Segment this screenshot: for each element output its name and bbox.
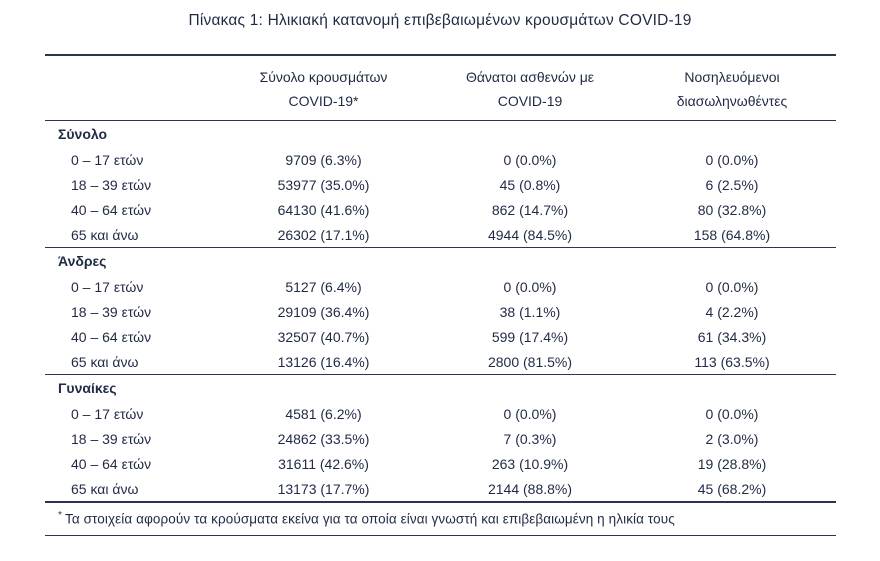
- value-cell: 5127 (6.4%): [285, 279, 362, 295]
- section-row-women: Γυναίκες: [45, 374, 836, 402]
- value-cell: 4 (2.2%): [705, 304, 759, 320]
- value-cell: 24862 (33.5%): [277, 431, 370, 447]
- footnote-text: Τα στοιχεία αφορούν τα κρούσματα εκείνα …: [65, 511, 675, 526]
- age-group-label: 0 – 17 ετών: [71, 279, 144, 295]
- column-header-line: διασωληνωθέντες: [676, 93, 788, 109]
- value-cell: 31611 (42.6%): [278, 456, 369, 472]
- covid-age-distribution-table: Σύνολο κρουσμάτων COVID-19* Θάνατοι ασθε…: [45, 54, 836, 503]
- column-header-line: COVID-19: [497, 93, 563, 109]
- value-cell: 29109 (36.4%): [277, 304, 370, 320]
- table-row: 40 – 64 ετών 31611 (42.6%) 263 (10.9%) 1…: [45, 452, 836, 477]
- column-header-line: Σύνολο κρουσμάτων: [259, 69, 388, 85]
- empty-corner-cell: [45, 55, 215, 121]
- section-label: Άνδρες: [58, 253, 107, 270]
- value-cell: 13173 (17.7%): [277, 480, 370, 497]
- table-row: 18 – 39 ετών 53977 (35.0%) 45 (0.8%) 6 (…: [45, 173, 836, 198]
- age-group-label: 65 και άνω: [71, 353, 139, 370]
- value-cell: 80 (32.8%): [697, 202, 767, 218]
- value-cell: 53977 (35.0%): [277, 177, 370, 193]
- table-row: 18 – 39 ετών 29109 (36.4%) 38 (1.1%) 4 (…: [45, 300, 836, 325]
- table-row: 65 και άνω 26302 (17.1%) 4944 (84.5%) 15…: [45, 223, 836, 248]
- value-cell: 2144 (88.8%): [487, 480, 573, 497]
- value-cell: 32507 (40.7%): [277, 329, 370, 345]
- value-cell: 7 (0.3%): [503, 431, 557, 447]
- age-group-label: 40 – 64 ετών: [71, 456, 152, 472]
- value-cell: 2 (3.0%): [705, 431, 759, 447]
- table-row: 18 – 39 ετών 24862 (33.5%) 7 (0.3%) 2 (3…: [45, 427, 836, 452]
- table-row: 0 – 17 ετών 4581 (6.2%) 0 (0.0%) 0 (0.0%…: [45, 402, 836, 427]
- table-title: Πίνακας 1: Ηλικιακή κατανομή επιβεβαιωμέ…: [188, 12, 692, 29]
- value-cell: 113 (63.5%): [694, 353, 770, 370]
- column-header-deaths: Θάνατοι ασθενών με COVID-19: [432, 55, 628, 121]
- section-label: Σύνολο: [58, 126, 108, 143]
- section-row-men: Άνδρες: [45, 247, 836, 275]
- age-group-label: 40 – 64 ετών: [71, 202, 152, 218]
- value-cell: 263 (10.9%): [491, 456, 569, 472]
- age-group-label: 18 – 39 ετών: [71, 304, 152, 320]
- header-row: Σύνολο κρουσμάτων COVID-19* Θάνατοι ασθε…: [45, 55, 836, 121]
- value-cell: 4581 (6.2%): [285, 406, 362, 422]
- table-body: Σύνολο 0 – 17 ετών 9709 (6.3%) 0 (0.0%) …: [45, 121, 836, 502]
- value-cell: 9709 (6.3%): [285, 152, 362, 168]
- column-header-total-cases: Σύνολο κρουσμάτων COVID-19*: [215, 55, 432, 121]
- value-cell: 0 (0.0%): [705, 406, 759, 422]
- value-cell: 61 (34.3%): [697, 329, 767, 345]
- value-cell: 0 (0.0%): [503, 152, 557, 168]
- value-cell: 4944 (84.5%): [487, 226, 573, 243]
- value-cell: 6 (2.5%): [705, 177, 759, 193]
- table-row: 40 – 64 ετών 32507 (40.7%) 599 (17.4%) 6…: [45, 325, 836, 350]
- value-cell: 45 (0.8%): [499, 177, 561, 193]
- column-header-intubated: Νοσηλευόμενοι διασωληνωθέντες: [628, 55, 836, 121]
- value-cell: 0 (0.0%): [705, 279, 759, 295]
- value-cell: 26302 (17.1%): [277, 226, 370, 243]
- value-cell: 158 (64.8%): [693, 226, 771, 243]
- age-group-label: 0 – 17 ετών: [71, 152, 144, 168]
- age-group-label: 65 και άνω: [71, 226, 139, 243]
- value-cell: 2800 (81.5%): [487, 353, 573, 370]
- table-row: 65 και άνω 13126 (16.4%) 2800 (81.5%) 11…: [45, 350, 836, 375]
- table-row: 40 – 64 ετών 64130 (41.6%) 862 (14.7%) 8…: [45, 198, 836, 223]
- age-group-label: 18 – 39 ετών: [71, 431, 152, 447]
- section-label: Γυναίκες: [58, 380, 117, 397]
- table-row: 65 και άνω 13173 (17.7%) 2144 (88.8%) 45…: [45, 477, 836, 502]
- age-group-label: 0 – 17 ετών: [71, 406, 144, 422]
- value-cell: 45 (68.2%): [697, 480, 767, 497]
- value-cell: 599 (17.4%): [491, 329, 569, 345]
- value-cell: 38 (1.1%): [499, 304, 561, 320]
- footnote-marker: *: [58, 509, 62, 521]
- footnote: * Τα στοιχεία αφορούν τα κρούσματα εκείνα…: [45, 503, 836, 536]
- section-row-total: Σύνολο: [45, 121, 836, 148]
- value-cell: 0 (0.0%): [705, 152, 759, 168]
- table-row: 0 – 17 ετών 9709 (6.3%) 0 (0.0%) 0 (0.0%…: [45, 148, 836, 173]
- value-cell: 64130 (41.6%): [277, 202, 370, 218]
- value-cell: 19 (28.8%): [697, 456, 767, 472]
- table-header: Σύνολο κρουσμάτων COVID-19* Θάνατοι ασθε…: [45, 55, 836, 121]
- value-cell: 862 (14.7%): [491, 202, 569, 218]
- column-header-line: COVID-19*: [288, 93, 359, 109]
- column-header-line: Θάνατοι ασθενών με: [465, 69, 595, 85]
- document-page: Πίνακας 1: Ηλικιακή κατανομή επιβεβαιωμέ…: [45, 12, 836, 536]
- value-cell: 0 (0.0%): [503, 406, 557, 422]
- age-group-label: 18 – 39 ετών: [71, 177, 152, 193]
- table-row: 0 – 17 ετών 5127 (6.4%) 0 (0.0%) 0 (0.0%…: [45, 275, 836, 300]
- column-header-line: Νοσηλευόμενοι: [684, 69, 780, 85]
- age-group-label: 40 – 64 ετών: [71, 329, 152, 345]
- age-group-label: 65 και άνω: [71, 480, 139, 497]
- value-cell: 13126 (16.4%): [277, 353, 370, 370]
- value-cell: 0 (0.0%): [503, 279, 557, 295]
